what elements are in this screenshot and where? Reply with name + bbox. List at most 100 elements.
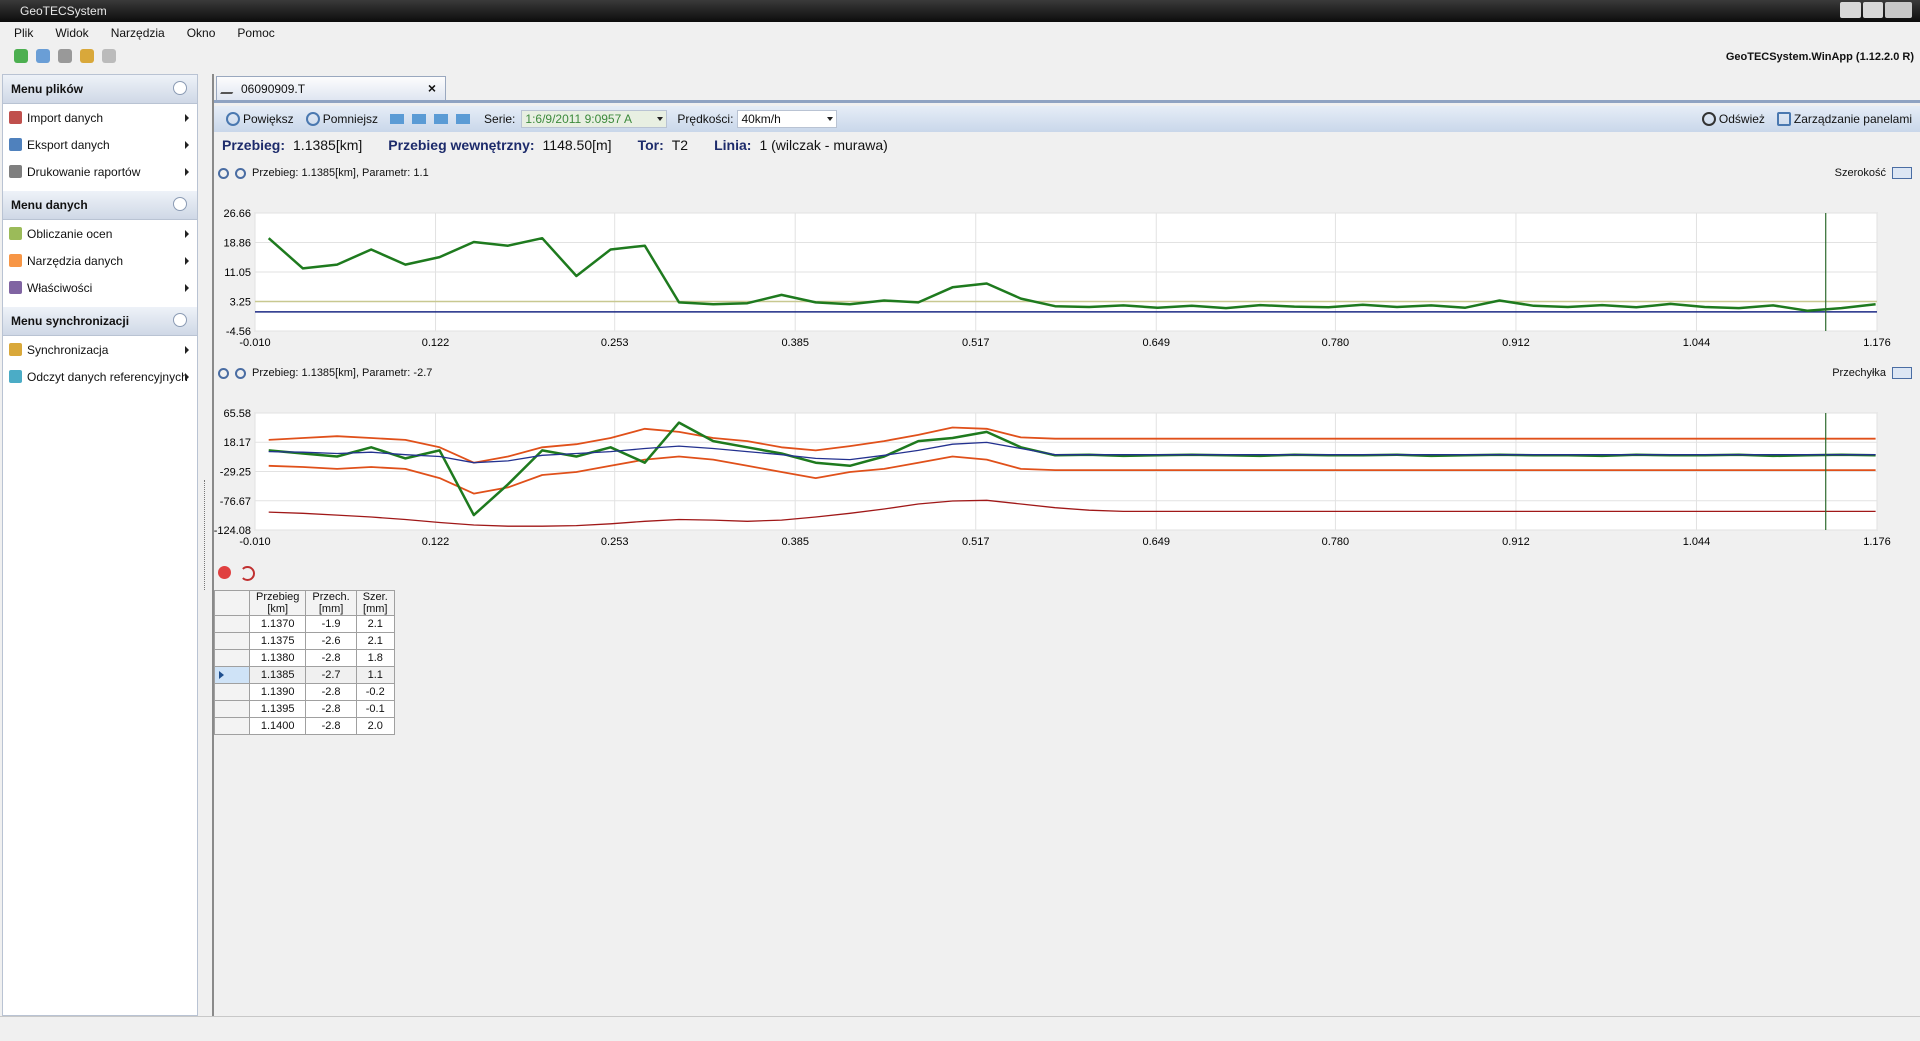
table-cell: 1.8 [355, 649, 395, 667]
nav-button[interactable] [434, 114, 449, 124]
menu-item[interactable]: Widok [55, 26, 89, 40]
y-tick-label: 18.86 [223, 237, 251, 249]
item-icon [9, 111, 22, 124]
item-label: Narzędzia danych [27, 253, 124, 268]
menu-item[interactable]: Pomoc [237, 26, 275, 40]
y-tick-label: -76.67 [220, 496, 251, 508]
document-tab[interactable]: 06090909.T × [216, 76, 446, 100]
collapse-button[interactable] [173, 81, 187, 95]
app-version: GeoTECSystem.WinApp (1.12.2.0 R) [1725, 51, 1914, 63]
column-header[interactable]: Przech. [mm] [305, 590, 357, 616]
data-table: Przebieg [km] Przech. [mm] Szer. [mm] 1.137… [214, 590, 395, 735]
x-tick-label: 0.649 [1142, 337, 1170, 349]
table-cell: 1.1370 [248, 615, 307, 633]
table-cell: -2.8 [305, 700, 357, 718]
item-icon [9, 227, 22, 240]
chart-header-text: Przebieg: 1.1385[km], Parametr: -2.7 [252, 367, 433, 379]
info-row: Przebieg: 1.1385[km] Przebieg wewnętrzny: 1… [222, 134, 914, 156]
table-cell: -2.8 [305, 649, 357, 667]
chart-header: Przebieg: 1.1385[km], Parametr: -2.7 Prze… [218, 364, 1918, 382]
close-button[interactable] [1885, 2, 1912, 18]
zoom-in-button[interactable]: Powiększ [226, 112, 294, 126]
maximize-button[interactable] [1862, 2, 1884, 18]
table-row[interactable]: 1.1375 -2.6 2.1 [214, 632, 395, 650]
delete-button[interactable] [218, 566, 231, 579]
speed-dropdown[interactable]: 40km/h [737, 110, 838, 128]
sidebar-section-header[interactable]: Menu danych [3, 191, 197, 220]
parameter-menu[interactable] [1892, 367, 1912, 379]
undo-button[interactable] [240, 566, 255, 581]
y-tick-label: 11.05 [224, 267, 251, 279]
zoom-in-icon[interactable] [218, 167, 229, 179]
item-icon [9, 370, 22, 383]
chart-header: Przebieg: 1.1385[km], Parametr: 1.1 Szero… [218, 164, 1918, 182]
collapse-button[interactable] [173, 197, 187, 211]
y-tick-label: -124.08 [214, 525, 251, 537]
minimize-button[interactable] [1840, 2, 1861, 18]
sidebar-item[interactable]: Obliczanie ocen [3, 220, 197, 247]
table-row[interactable]: 1.1370 -1.9 2.1 [214, 615, 395, 633]
icon-open[interactable] [36, 49, 50, 63]
sidebar-item[interactable]: Drukowanie raportów [3, 158, 197, 185]
panels-button[interactable]: Zarządzanie panelami [1776, 112, 1912, 126]
main-panel [212, 74, 1918, 1016]
column-header[interactable]: Przebieg [km] [248, 590, 307, 616]
item-label: Odczyt danych referencyjnych [27, 369, 188, 384]
icon-tools[interactable] [58, 49, 72, 63]
y-tick-label: 3.25 [230, 296, 251, 308]
chart-header-text: Przebieg: 1.1385[km], Parametr: 1.1 [252, 167, 429, 179]
menu-item[interactable]: Okno [186, 26, 216, 40]
sidebar-item[interactable]: Narzędzia danych [3, 247, 197, 274]
icon-user[interactable] [102, 49, 116, 63]
series-value: 1:6/9/2011 9:0957 A [525, 112, 632, 126]
title-bar: GeoTECSystem [0, 0, 1920, 22]
zoom-out-icon[interactable] [235, 367, 246, 379]
menu-item[interactable]: Narzędzia [110, 26, 165, 40]
submenu-arrow [185, 230, 189, 238]
sidebar-item[interactable]: Import danych [3, 104, 197, 131]
column-header[interactable]: Szer. [mm] [355, 590, 395, 616]
table-cell: -2.7 [305, 666, 357, 684]
menu-item[interactable]: Plik [14, 26, 34, 40]
info-label: Linia: [714, 137, 752, 153]
y-tick-label: -29.25 [220, 467, 251, 479]
sidebar-item[interactable]: Synchronizacja [3, 336, 197, 363]
nav-button[interactable] [390, 114, 405, 124]
sidebar-section-header[interactable]: Menu plików [3, 75, 197, 104]
sidebar-item[interactable]: Odczyt danych referencyjnych [3, 363, 197, 390]
table-row[interactable]: 1.1385 -2.7 1.1 [214, 666, 395, 684]
zoom-out-button[interactable]: Pomniejsz [305, 112, 378, 126]
refresh-button[interactable]: Odśwież [1701, 112, 1765, 126]
item-label: Synchronizacja [27, 342, 109, 357]
sidebar: Menu plików Import danych Eksport danych Dr… [2, 74, 198, 1016]
zoom-in-icon[interactable] [218, 367, 229, 379]
table-row[interactable]: 1.1395 -2.8 -0.1 [214, 700, 395, 718]
icon-add[interactable] [14, 49, 28, 63]
submenu-arrow [185, 141, 189, 149]
sidebar-item[interactable]: Eksport danych [3, 131, 197, 158]
tab-icon [220, 84, 238, 94]
nav-button[interactable] [412, 114, 427, 124]
zoom-out-icon[interactable] [235, 167, 246, 179]
nav-button[interactable] [456, 114, 471, 124]
series-dropdown[interactable]: 1:6/9/2011 9:0957 A [521, 110, 668, 128]
parameter-menu[interactable] [1892, 167, 1912, 179]
tab-close[interactable]: × [427, 80, 437, 96]
item-icon [9, 165, 22, 178]
table-cell: 1.1390 [248, 683, 307, 701]
table-header-row: Przebieg [km] Przech. [mm] Szer. [mm] [214, 590, 395, 616]
table-row[interactable]: 1.1390 -2.8 -0.2 [214, 683, 395, 701]
collapse-button[interactable] [173, 313, 187, 327]
table-row[interactable]: 1.1380 -2.8 1.8 [214, 649, 395, 667]
icon-users[interactable] [80, 49, 94, 63]
sidebar-item[interactable]: Właściwości [3, 274, 197, 301]
table-row[interactable]: 1.1400 -2.8 2.0 [214, 717, 395, 735]
x-tick-label: 0.649 [1142, 536, 1170, 548]
table-cell: 1.1380 [248, 649, 307, 667]
item-icon [9, 254, 22, 267]
x-tick-label: 0.780 [1322, 536, 1350, 548]
sidebar-section-header[interactable]: Menu synchronizacji [3, 307, 197, 336]
table-cell: 2.1 [355, 632, 395, 650]
splitter[interactable] [204, 480, 208, 590]
